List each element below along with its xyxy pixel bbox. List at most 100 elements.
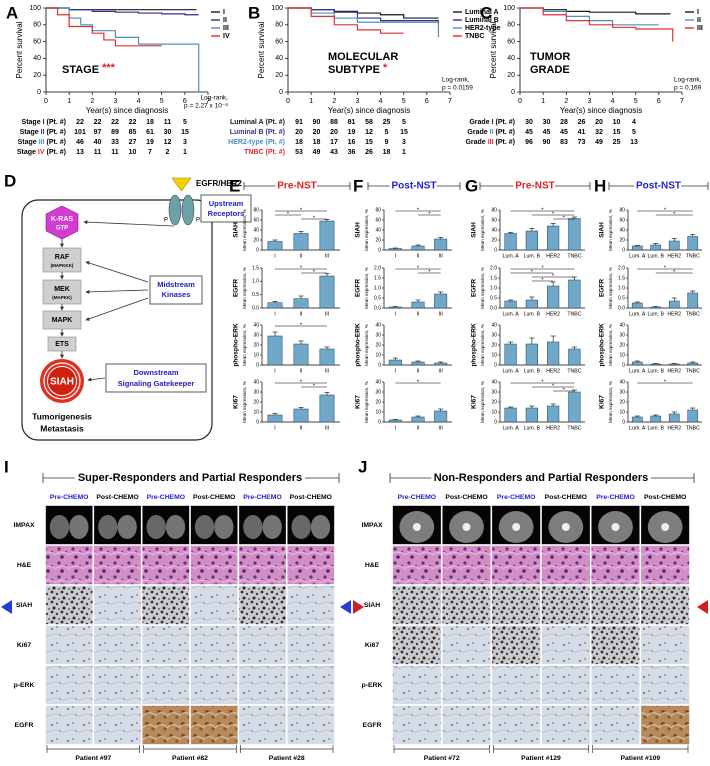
x-tick-label: III [439,368,443,374]
lesion [462,523,471,531]
risk-count: 15 [613,129,621,136]
risk-label: Stage I (Pt. #) [22,119,66,126]
risk-count: 3 [183,139,187,146]
y-tick-label: 80 [619,207,625,213]
x-tick-label: 4 [137,98,141,105]
bar [631,416,643,423]
node-label: ETS [55,341,69,348]
risk-count: 5 [632,129,636,136]
y-tick-label: 60 [375,217,381,223]
risk-count: 10 [613,119,621,126]
node-label: (MAPKKK) [51,263,74,268]
breast-scan [98,515,118,539]
y-tick-label: 0 [256,362,259,368]
x-tick-label: 2 [332,98,336,105]
x-tick-label: HER2 [546,425,560,431]
node-label: MAPK [52,317,73,324]
measure-label: EGFR [355,279,362,297]
y-tick-label: 20 [491,342,497,348]
risk-count: 20 [313,129,321,136]
y-tick-label: 40 [619,227,625,233]
ligand [171,177,192,192]
significance: * [313,215,316,221]
x-tick-label: I [395,253,396,259]
x-tick-label: HER2 [546,368,560,374]
measure-label: Ki67 [233,395,240,409]
y-tick-label: 10 [619,409,625,415]
measure-label: phospho-ERK [599,323,606,367]
bar [293,343,309,366]
y-tick-label: 10 [375,352,381,358]
risk-count: 15 [365,139,373,146]
bar [319,275,335,309]
bar [568,391,581,423]
significance: * [563,215,566,221]
bar [547,285,560,309]
siah-ring [47,366,77,396]
micrograph [640,665,690,705]
node-label: MEK [54,286,70,293]
bar [631,245,643,251]
y-tick-label: 40 [253,322,259,328]
y-tick-label: 2.0 [490,265,497,271]
row-label: H&E [365,562,380,569]
risk-count: 83 [560,139,568,146]
x-tick-label: Lum. A [629,425,646,431]
node [42,279,82,305]
significance: * [313,383,316,389]
y-tick-label: 10 [375,409,381,415]
risk-count: 18 [383,149,391,156]
micrograph [45,665,94,705]
significance: * [287,211,290,217]
risk-count: 11 [111,149,119,156]
micrograph [491,545,541,585]
micrograph [93,585,142,625]
panel-header: Pre-NST [515,181,554,192]
measure-label: Ki67 [355,395,362,409]
stat-label: Log-rank, [674,77,702,84]
bar [504,343,517,366]
risk-label: Stage III (Pt. #) [18,139,66,146]
lesion [512,523,521,531]
micrograph [286,545,335,585]
significance: * [664,207,667,213]
y-tick-label: 20 [33,72,41,79]
risk-prefix: Stage [20,129,39,136]
x-tick-label: I [395,311,396,317]
measure-label: SIAH [233,222,240,238]
x-tick-label: TNBC [567,425,581,431]
bar [668,240,680,251]
micrograph [441,705,492,745]
x-tick-label: III [325,425,329,431]
x-tick-label: I [395,425,396,431]
bar [668,413,680,423]
phospho-label: P [196,218,200,224]
y-tick-label: 80 [491,207,497,213]
measure-label: EGFR [599,279,606,297]
risk-count: 30 [525,119,533,126]
y-tick-label: 80 [275,22,283,29]
measure-label: EGFR [233,279,240,297]
risk-count: 49 [595,139,603,146]
x-tick-label: 1 [541,98,545,105]
bar [525,407,538,423]
x-tick-label: I [274,425,275,431]
x-tick-label: II [417,311,420,317]
risk-count: 90 [313,119,321,126]
column-header: Pre-CHEMO [398,494,437,501]
x-tick-label: Lum. B [524,425,541,431]
risk-count: 2 [166,149,170,156]
micrograph [286,705,335,745]
risk-label: Grade I (Pt. #) [469,119,515,126]
micrograph [93,545,142,585]
node-label: (MAPKK) [52,295,72,300]
risk-group: IV [38,149,45,156]
bar [388,306,402,309]
label-box [149,275,203,305]
risk-count: 18 [295,139,303,146]
y-tick-label: 0 [256,247,259,253]
y-tick-label: 0 [622,247,625,253]
y-tick-label: 0 [622,362,625,368]
y-tick-label: 20 [375,399,381,405]
risk-suffix: (Pt. #) [266,139,285,146]
